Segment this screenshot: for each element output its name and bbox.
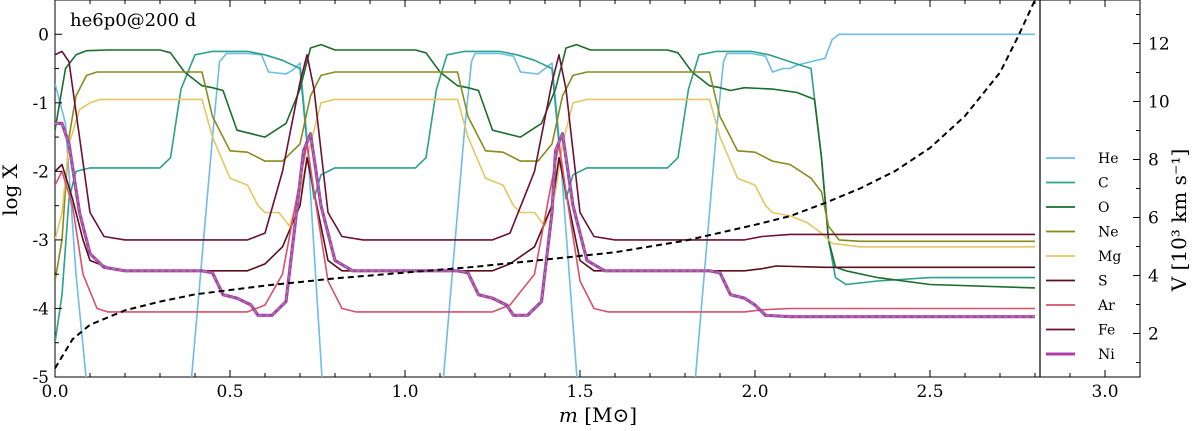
x-tick-label: 1.0: [391, 382, 418, 402]
x-axis-label-var: m: [559, 403, 578, 427]
y-right-tick-label: 10: [1148, 93, 1170, 113]
legend: He CO Ne Mg S Ar Fe Ni: [1046, 151, 1121, 363]
series-overlay-ni: [55, 122, 1035, 318]
series-line-he: [55, 33, 1035, 377]
x-tick-label: 0.5: [216, 382, 243, 402]
x-tick-label: 2.0: [741, 382, 768, 402]
chart-annotation: he6p0@200 d: [70, 10, 196, 31]
velocity-line: [55, 0, 1036, 369]
y-right-tick-label: 8: [1148, 151, 1159, 171]
series-line-fe: [55, 50, 1035, 241]
series-line-mg: [55, 98, 1035, 248]
axes-ticks: 0.0 0.5 1.0 1.5 2.0 2.5 3.0 0 -1 -2 -3 -4 -5 2 4 6 8 10 12: [32, 0, 1170, 402]
y-left-tick-label: -2: [32, 162, 49, 182]
y-left-tick-label: -5: [32, 368, 49, 388]
legend-label-ar: Ar: [1097, 298, 1115, 314]
y-left-tick-label: 0: [38, 25, 49, 45]
x-axis-label-unit: [M: [578, 403, 613, 427]
x-tick-label: 0.0: [41, 382, 68, 402]
series-line-c: [55, 50, 1035, 343]
x-axis-label: m [M⊙]: [559, 403, 637, 427]
y-axis-label-left: log X: [0, 163, 22, 216]
legend-label-he: He: [1098, 151, 1119, 167]
y-left-tick-label: -4: [32, 299, 49, 319]
legend-label-ni: Ni: [1098, 347, 1115, 363]
legend-label-mg: Mg: [1098, 249, 1121, 265]
y-left-tick-label: -3: [32, 231, 49, 251]
legend-label-fe: Fe: [1098, 323, 1115, 339]
y-right-tick-label: 6: [1148, 209, 1159, 229]
y-right-tick-label: 12: [1148, 35, 1170, 55]
y-axis-label-right: V [10³ km s⁻¹]: [1167, 149, 1191, 293]
series-line-ar: [55, 143, 1035, 313]
y-right-tick-label: 4: [1148, 267, 1159, 287]
series-line-ne: [55, 71, 1035, 282]
plot-frame: [54, 0, 1141, 378]
x-tick-label: 2.5: [916, 382, 943, 402]
legend-label-o: O: [1098, 200, 1109, 216]
legend-label-ne: Ne: [1098, 225, 1119, 241]
x-tick-label: 1.5: [566, 382, 593, 402]
data-layer: [55, 0, 1036, 377]
y-right-tick-label: 2: [1148, 325, 1159, 345]
legend-label-s: S: [1098, 274, 1108, 290]
x-tick-label: 3.0: [1091, 382, 1118, 402]
legend-label-c: C: [1098, 176, 1109, 192]
y-left-tick-label: -1: [32, 94, 49, 114]
series-line-o: [55, 43, 1036, 289]
